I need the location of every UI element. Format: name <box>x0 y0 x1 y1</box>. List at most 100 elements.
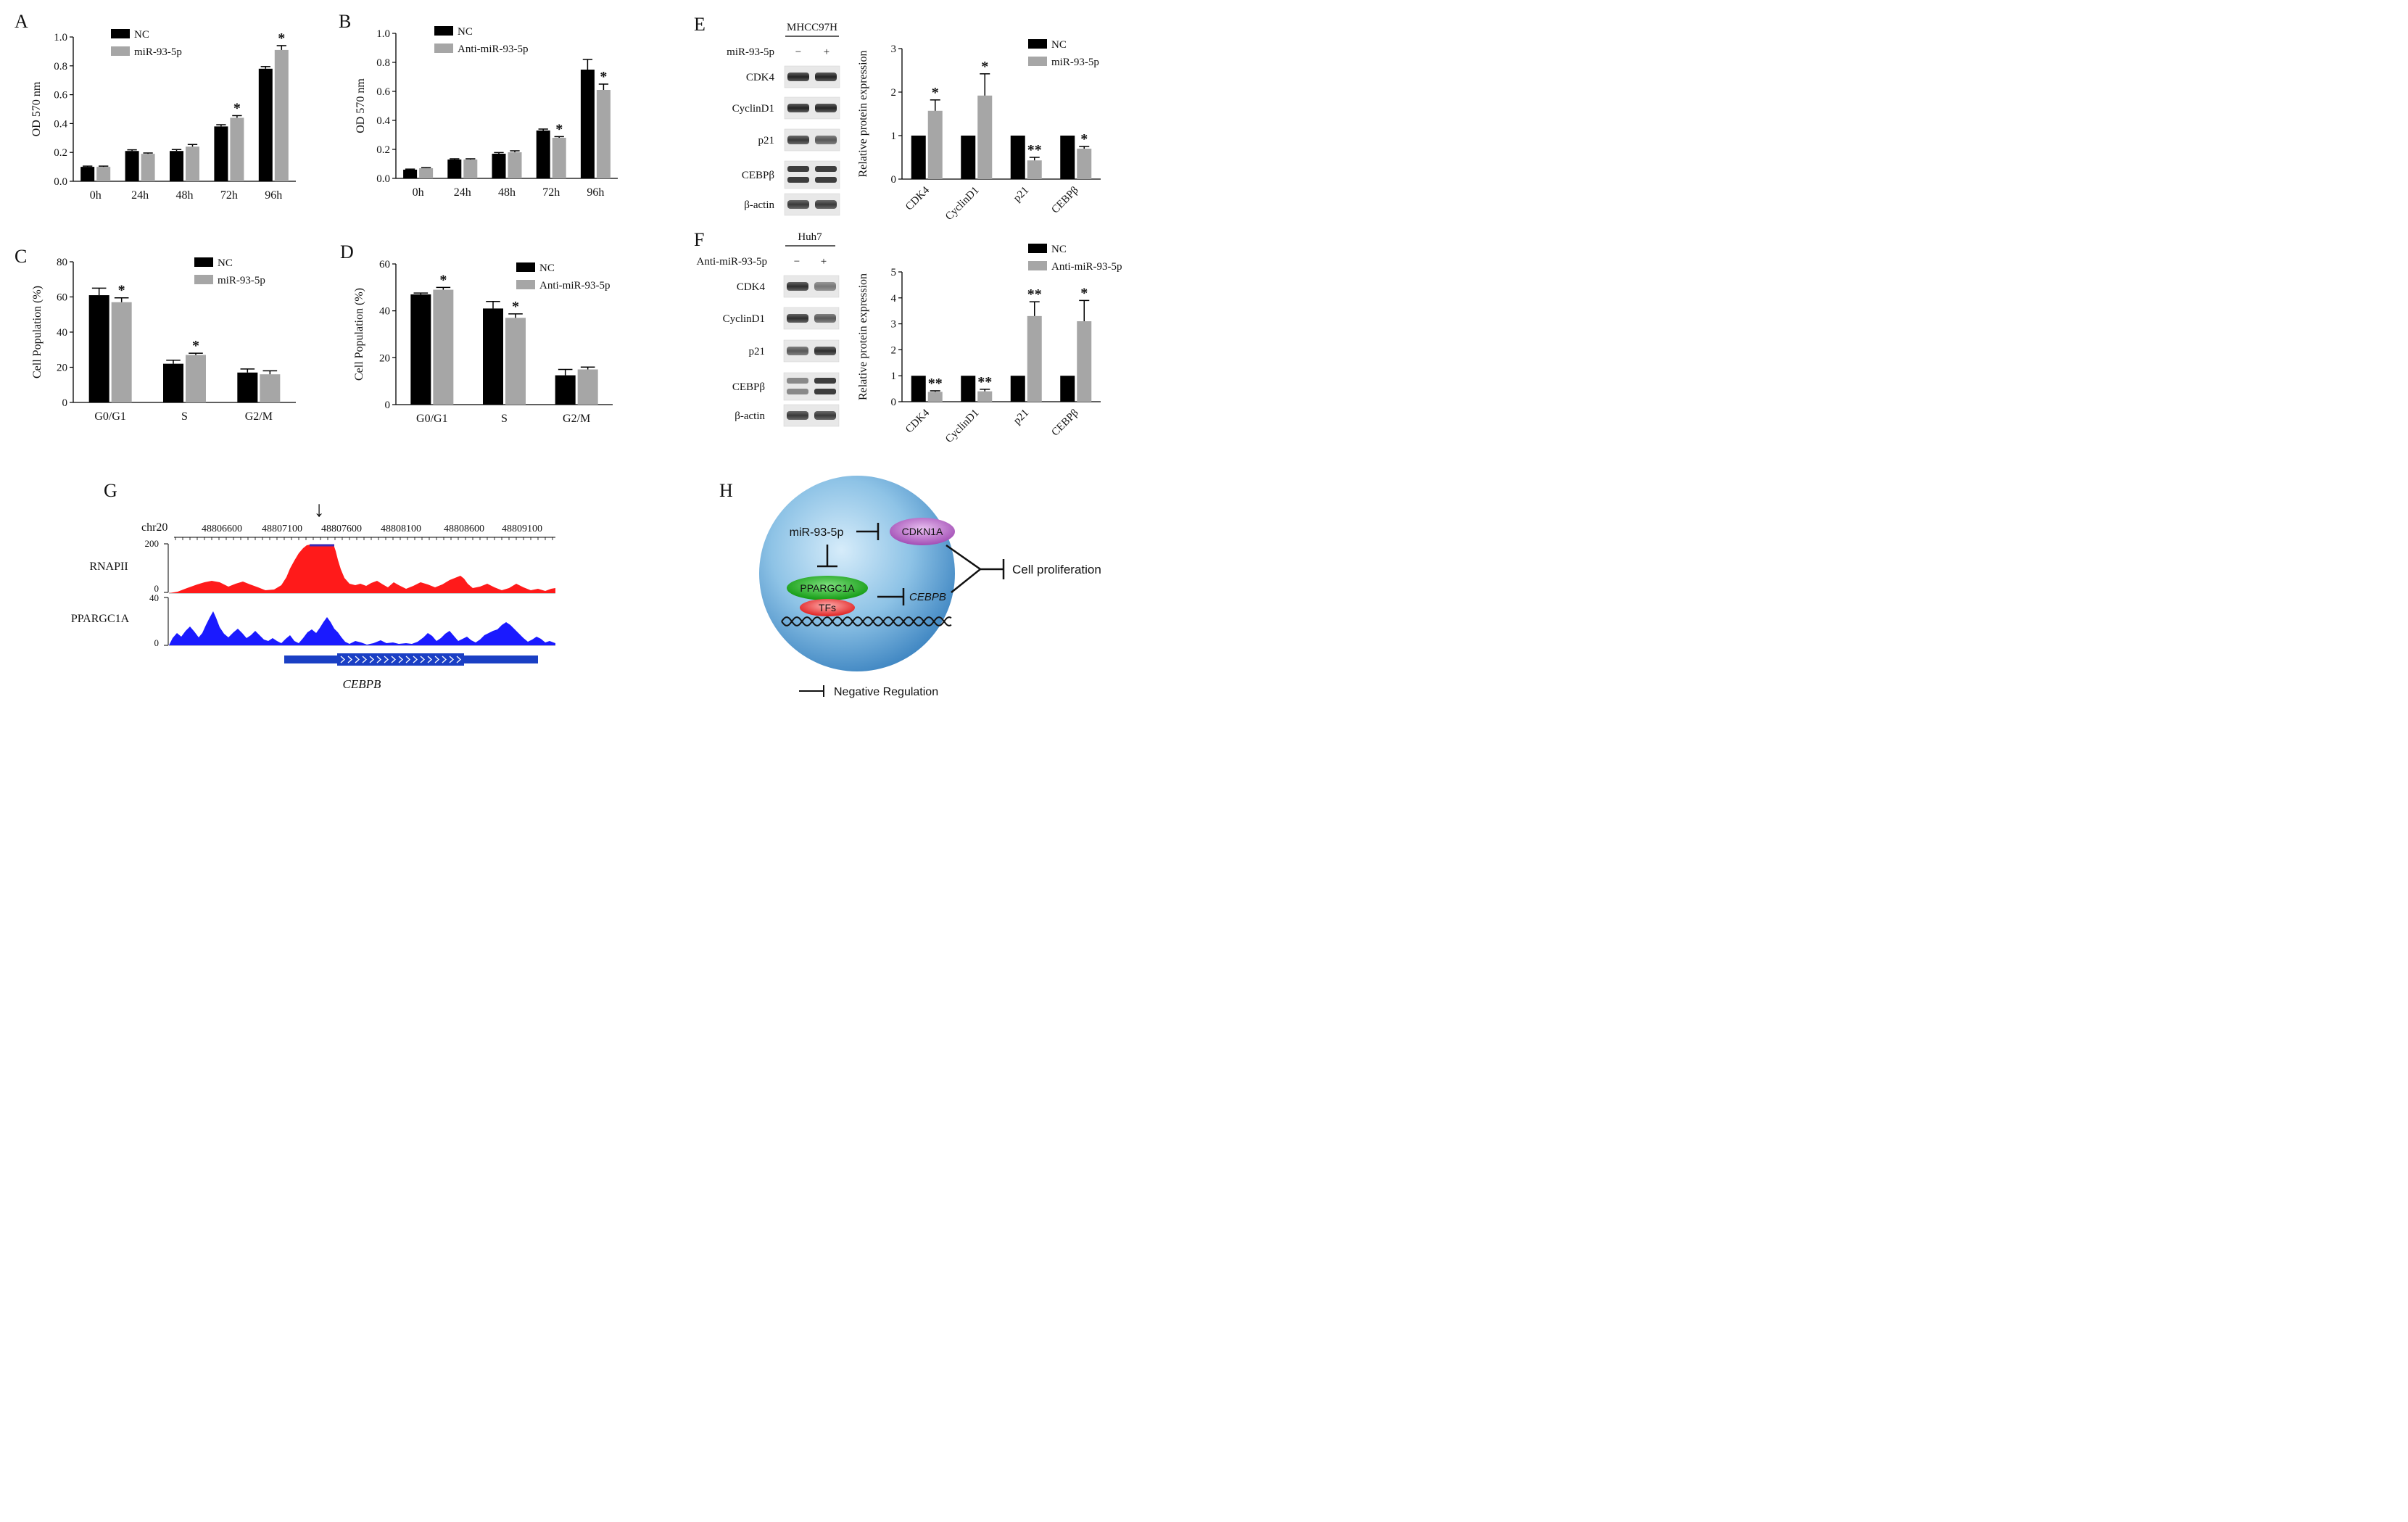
bar-treatment <box>977 391 993 402</box>
y-tick-label: 40 <box>379 306 390 318</box>
x-tick-label: 0h <box>90 189 102 202</box>
blot-band <box>787 136 809 144</box>
significance-marker: * <box>1080 131 1088 147</box>
bar-treatment <box>260 374 281 402</box>
track-rnapii-label: RNAPII <box>89 561 128 573</box>
y-tick-label: 0.8 <box>376 57 390 69</box>
significance-marker: * <box>1080 285 1088 301</box>
legend-swatch <box>111 46 130 56</box>
x-tick-label: 96h <box>265 189 282 202</box>
legend-label: NC <box>1051 244 1067 255</box>
track-rnapii-max: 200 <box>145 538 160 549</box>
x-tick-label: 72h <box>220 189 238 202</box>
blot-band <box>814 314 836 323</box>
blot-row-label: β-actin <box>744 199 774 211</box>
x-tick-label: 48h <box>498 186 516 199</box>
blot-e-treatment-label: miR-93-5p <box>727 46 774 58</box>
significance-marker: * <box>600 69 607 85</box>
x-tick-label: G2/M <box>563 413 590 425</box>
x-tick-label: CDK4 <box>903 184 932 212</box>
bar-treatment <box>552 138 566 178</box>
legend-label: NC <box>134 29 149 41</box>
ppargc1a-node <box>787 576 868 600</box>
bar-treatment <box>463 160 478 178</box>
bar-treatment <box>419 168 434 178</box>
y-tick-label: 0 <box>891 397 897 408</box>
panel-h-schematic: miR-93-5p CDKN1A PPARGC1A TFs CEBPB Cell… <box>759 476 1101 698</box>
x-tick-label: 0h <box>413 186 424 199</box>
blot-f-lane-minus: − <box>794 256 800 268</box>
track-rnapii-min: 0 <box>154 583 160 594</box>
legend-swatch <box>516 280 535 289</box>
significance-marker: ** <box>928 376 943 392</box>
blot-band <box>815 177 837 183</box>
bar-treatment <box>927 110 943 179</box>
legend-swatch <box>434 26 453 36</box>
bar-treatment <box>977 95 993 179</box>
y-axis-label: Cell Population (%) <box>353 288 365 381</box>
panel-letter-e: E <box>694 14 706 35</box>
y-tick-label: 0.2 <box>54 147 67 159</box>
blot-f-treatment-label: Anti-miR-93-5p <box>697 256 768 268</box>
blot-band <box>787 200 809 209</box>
blot-e-lane-plus: + <box>824 46 829 58</box>
bar-nc <box>214 126 228 181</box>
blot-strip <box>783 372 840 401</box>
panel-letter-d: D <box>340 241 354 262</box>
chart-c-cell-cycle: 0 20 40 60 80 Cell Population (%) * G0/G1 * S G2/M… <box>31 257 296 423</box>
bar-treatment <box>186 146 199 181</box>
panel-g-genome-browser: ↓ chr20 48806600 48807100 48807600 48808100… <box>71 497 555 691</box>
y-tick-label: 60 <box>379 259 390 270</box>
cebpb-label: CEBPB <box>909 591 946 603</box>
bar-treatment <box>577 369 598 405</box>
blot-band <box>814 411 836 420</box>
significance-marker: * <box>512 299 519 315</box>
panel-letter-g: G <box>104 480 117 501</box>
blot-band <box>814 378 836 384</box>
blot-band <box>815 166 837 172</box>
y-axis-label: Cell Population (%) <box>31 286 44 379</box>
x-tick-label: G2/M <box>245 410 273 423</box>
genome-ruler: 48806600 48807100 48807600 48808100 48808600… <box>175 524 553 540</box>
legend-label: Anti-miR-93-5p <box>539 280 611 291</box>
blot-band <box>787 73 809 81</box>
bar-treatment <box>1027 315 1042 402</box>
bar-nc <box>170 151 183 181</box>
significance-marker: * <box>932 85 939 101</box>
genome-coordinate: 48808600 <box>444 524 484 534</box>
blot-band <box>814 282 836 291</box>
y-axis-label: OD 570 nm <box>355 78 367 133</box>
y-tick-label: 0.4 <box>54 118 67 130</box>
panel-letter-a: A <box>15 11 28 32</box>
bar-nc <box>492 154 506 178</box>
y-tick-label: 2 <box>891 344 897 356</box>
x-tick-label: p21 <box>1011 408 1031 427</box>
y-tick-label: 0.4 <box>376 115 390 127</box>
bar-nc <box>961 376 976 402</box>
bar-treatment <box>96 167 111 181</box>
bar-nc <box>555 375 576 405</box>
outcome-label: Cell proliferation <box>1012 563 1101 576</box>
legend-swatch <box>1028 57 1047 66</box>
track-ppargc1a-max: 40 <box>149 592 159 603</box>
y-tick-label: 20 <box>57 363 67 374</box>
significance-marker: * <box>555 121 563 137</box>
significance-marker: * <box>192 338 199 354</box>
bar-nc <box>80 167 95 181</box>
y-tick-label: 4 <box>891 293 897 305</box>
bar-treatment <box>508 152 522 178</box>
legend-swatch <box>1028 39 1047 49</box>
significance-marker: * <box>118 283 125 299</box>
genome-coordinate: 48807600 <box>321 524 362 534</box>
y-tick-label: 0 <box>891 174 897 186</box>
ppargc1a-label: PPARGC1A <box>800 582 855 594</box>
x-tick-label: CDK4 <box>903 407 932 435</box>
blot-band <box>787 166 809 172</box>
y-tick-label: 0.6 <box>54 90 67 102</box>
legend-swatch <box>194 275 213 284</box>
legend-label: Anti-miR-93-5p <box>1051 261 1122 273</box>
x-tick-label: G0/G1 <box>416 413 448 425</box>
genome-coordinate: 48806600 <box>202 524 242 534</box>
bar-nc <box>88 295 109 402</box>
blot-band <box>815 104 837 112</box>
